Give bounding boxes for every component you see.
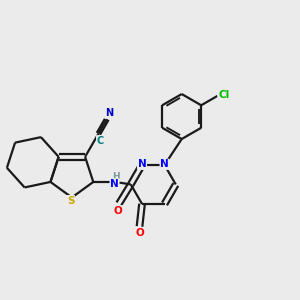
Text: N: N — [110, 179, 119, 189]
Text: Cl: Cl — [218, 90, 229, 100]
Text: N: N — [105, 108, 113, 118]
Text: O: O — [136, 228, 145, 238]
Text: C: C — [97, 136, 104, 146]
Text: N: N — [160, 159, 169, 169]
Text: O: O — [114, 206, 123, 216]
Text: H: H — [112, 172, 120, 181]
Text: N: N — [138, 159, 146, 169]
Text: S: S — [67, 196, 74, 206]
